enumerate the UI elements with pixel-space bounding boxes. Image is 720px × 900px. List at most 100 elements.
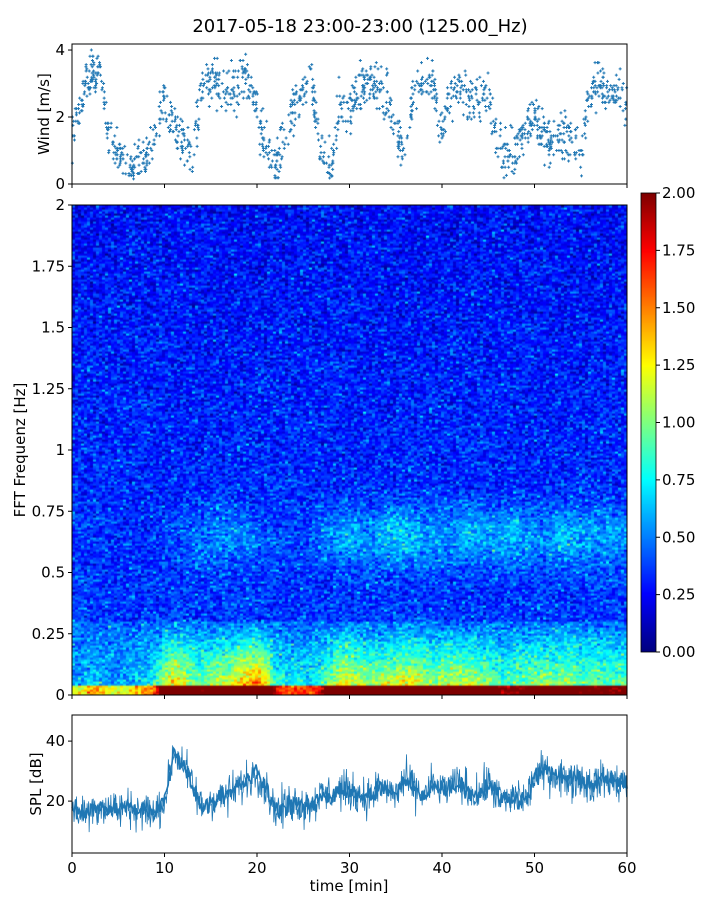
wind-point xyxy=(224,109,228,113)
wind-point xyxy=(594,111,598,115)
wind-point xyxy=(564,115,568,119)
wind-point xyxy=(389,125,393,129)
wind-point xyxy=(617,77,621,81)
wind-point xyxy=(388,100,392,104)
wind-point xyxy=(310,63,314,67)
wind-point xyxy=(595,86,599,90)
wind-point xyxy=(264,151,268,155)
wind-point xyxy=(235,115,239,119)
wind-point xyxy=(529,134,533,138)
wind-point xyxy=(229,102,233,106)
wind-point xyxy=(474,92,478,96)
wind-point xyxy=(260,142,264,146)
wind-point xyxy=(574,157,578,161)
wind-point xyxy=(494,117,498,121)
wind-point xyxy=(547,149,551,153)
wind-point xyxy=(468,111,472,115)
wind-point xyxy=(376,88,380,92)
wind-point xyxy=(471,105,475,109)
wind-point xyxy=(294,92,298,96)
wind-point xyxy=(496,155,500,159)
wind-point xyxy=(538,125,542,129)
wind-point xyxy=(416,82,420,86)
wind-point xyxy=(466,88,470,92)
wind-point xyxy=(463,69,467,73)
wind-point xyxy=(188,142,192,146)
wind-point xyxy=(398,125,402,129)
wind-point xyxy=(467,115,471,119)
wind-point xyxy=(518,130,522,134)
wind-point xyxy=(244,52,248,56)
wind-point xyxy=(614,94,618,98)
wind-point xyxy=(249,75,253,79)
wind-point xyxy=(195,105,199,109)
wind-point xyxy=(599,79,603,83)
wind-point xyxy=(142,157,146,161)
wind-point xyxy=(213,86,217,90)
wind-point xyxy=(103,102,107,106)
wind-point xyxy=(432,88,436,92)
wind-point xyxy=(337,75,341,79)
wind-point xyxy=(438,140,442,144)
wind-point xyxy=(116,165,120,169)
wind-point xyxy=(130,159,134,163)
wind-point xyxy=(478,119,482,123)
wind-point xyxy=(491,119,495,123)
wind-point xyxy=(532,123,536,127)
wind-point xyxy=(229,58,233,62)
wind-point xyxy=(467,94,471,98)
wind-point xyxy=(251,92,255,96)
wind-point xyxy=(260,128,264,132)
wind-panel: 0 2 4 xyxy=(55,41,629,193)
wind-point xyxy=(362,77,366,81)
wind-point xyxy=(580,153,584,157)
spectrogram-ylabel: FFT Frequenz [Hz] xyxy=(11,383,29,518)
wind-point xyxy=(602,71,606,75)
wind-point xyxy=(523,121,527,125)
wind-point xyxy=(107,149,111,153)
wind-point xyxy=(540,130,544,134)
wind-point xyxy=(333,125,337,129)
wind-point xyxy=(105,132,109,136)
wind-point xyxy=(224,88,228,92)
wind-point xyxy=(604,107,608,111)
wind-point xyxy=(137,138,141,142)
wind-point xyxy=(233,69,237,73)
wind-point xyxy=(273,174,277,178)
wind-point xyxy=(141,140,145,144)
wind-point xyxy=(536,107,540,111)
wind-point xyxy=(249,84,253,88)
wind-point xyxy=(79,109,83,113)
wind-point xyxy=(441,119,445,123)
wind-point xyxy=(470,82,474,86)
wind-point xyxy=(312,109,316,113)
wind-point xyxy=(616,96,620,100)
wind-point xyxy=(362,84,366,88)
wind-point xyxy=(458,96,462,100)
wind-point xyxy=(311,77,315,81)
wind-point xyxy=(536,128,540,132)
colorbar-tick-label: 0.25 xyxy=(662,586,695,604)
wind-point xyxy=(614,84,618,88)
wind-point xyxy=(557,140,561,144)
wind-point xyxy=(327,134,331,138)
wind-point xyxy=(212,84,216,88)
wind-point xyxy=(470,88,474,92)
wind-point xyxy=(201,84,205,88)
colorbar-tick-label: 1.75 xyxy=(662,241,695,259)
wind-point xyxy=(90,75,94,79)
wind-point xyxy=(146,142,150,146)
wind-point xyxy=(294,84,298,88)
wind-point xyxy=(159,109,163,113)
spectrogram-ytick-label: 0 xyxy=(55,686,65,704)
wind-point xyxy=(262,125,266,129)
wind-point xyxy=(372,79,376,83)
wind-point xyxy=(447,92,451,96)
wind-point xyxy=(226,86,230,90)
wind-point xyxy=(218,96,222,100)
xtick-label: 10 xyxy=(155,859,174,877)
wind-point xyxy=(513,167,517,171)
wind-point xyxy=(277,169,281,173)
wind-point xyxy=(435,92,439,96)
wind-point xyxy=(158,134,162,138)
